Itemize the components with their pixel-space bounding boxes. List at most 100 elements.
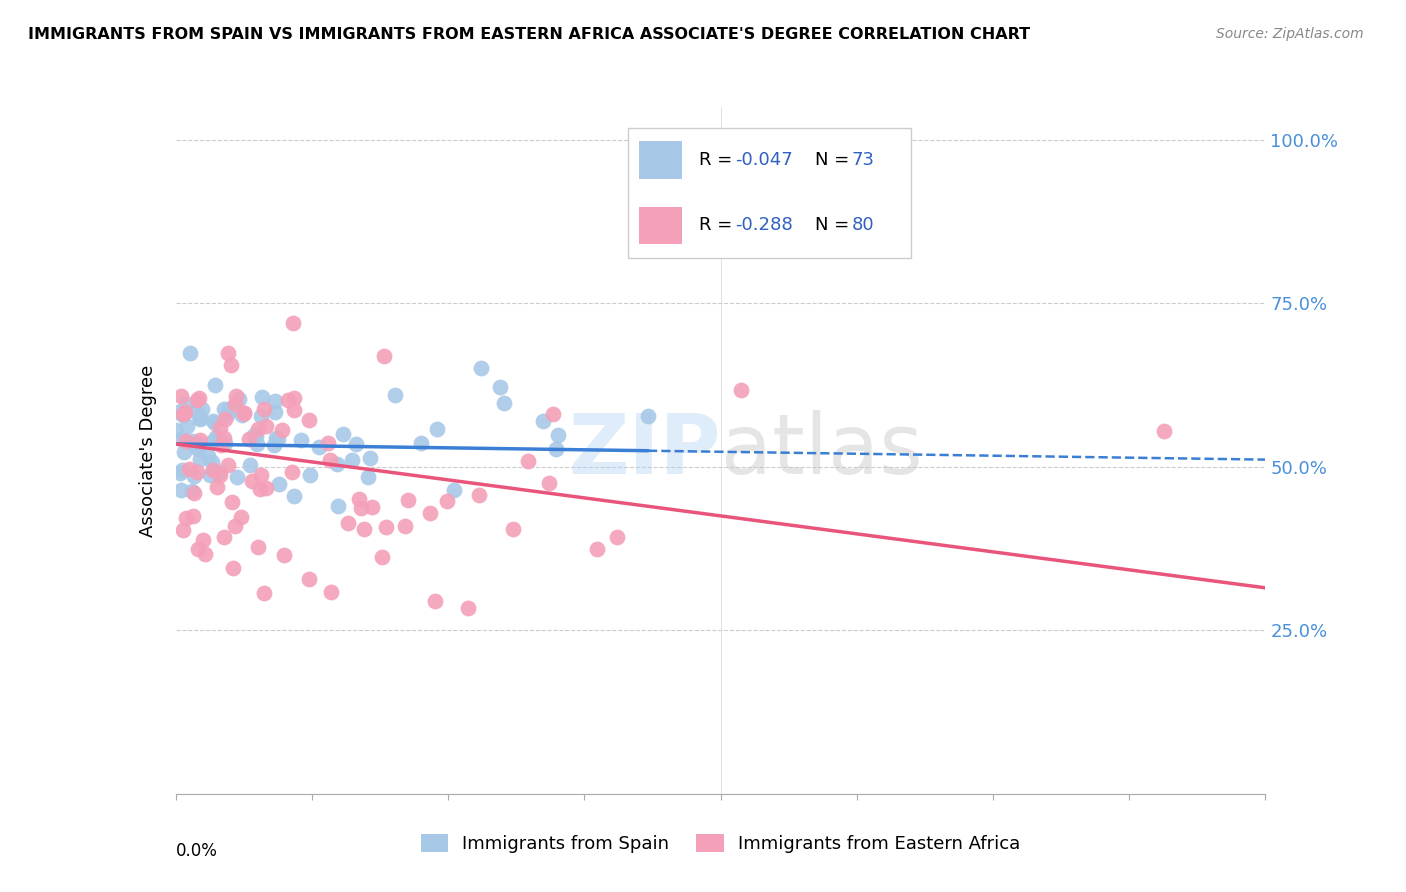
Point xyxy=(298,467,321,482)
Point xyxy=(173,405,195,419)
Text: -0.047: -0.047 xyxy=(735,151,793,169)
Point xyxy=(730,384,752,398)
Point xyxy=(264,405,287,419)
Point xyxy=(470,361,492,376)
Point xyxy=(173,445,195,459)
Point xyxy=(194,547,217,561)
Legend: Immigrants from Spain, Immigrants from Eastern Africa: Immigrants from Spain, Immigrants from E… xyxy=(413,827,1028,861)
Point xyxy=(202,434,225,449)
Point xyxy=(326,457,349,471)
Point xyxy=(457,601,479,615)
Point xyxy=(217,458,239,472)
Point xyxy=(187,442,209,456)
Point xyxy=(337,516,360,530)
Point xyxy=(229,510,252,524)
Point xyxy=(187,542,209,557)
Point xyxy=(637,409,659,423)
Point xyxy=(238,432,260,446)
Text: Source: ZipAtlas.com: Source: ZipAtlas.com xyxy=(1216,27,1364,41)
Point xyxy=(221,495,243,509)
Point xyxy=(264,393,287,408)
Point xyxy=(188,391,211,405)
Point xyxy=(273,548,295,562)
Point xyxy=(585,541,607,556)
Point xyxy=(176,419,198,434)
Point xyxy=(207,465,229,479)
Text: N =: N = xyxy=(815,151,855,169)
Point xyxy=(270,424,292,438)
Point xyxy=(488,380,510,394)
Point xyxy=(443,483,465,498)
Point xyxy=(214,412,236,426)
Point xyxy=(222,560,245,574)
Point xyxy=(233,406,256,420)
Point xyxy=(219,358,242,372)
Point xyxy=(172,523,194,537)
Text: -0.288: -0.288 xyxy=(735,216,793,235)
Point xyxy=(250,409,273,423)
Point xyxy=(172,408,194,422)
Point xyxy=(245,429,267,443)
Point xyxy=(200,468,222,483)
Point xyxy=(298,572,321,586)
Point xyxy=(267,477,290,491)
Point xyxy=(167,405,190,419)
Point xyxy=(319,452,342,467)
Point xyxy=(231,408,253,422)
Point xyxy=(264,431,287,445)
Point xyxy=(174,434,197,449)
Point xyxy=(370,549,392,564)
Point xyxy=(360,500,382,514)
Point xyxy=(183,438,205,452)
Point xyxy=(290,434,312,448)
Text: ZIP: ZIP xyxy=(568,410,721,491)
Point xyxy=(467,488,489,502)
Point xyxy=(228,392,250,406)
Point xyxy=(546,442,568,456)
Point xyxy=(186,393,208,408)
Text: atlas: atlas xyxy=(721,410,922,491)
Text: N =: N = xyxy=(815,216,855,235)
Point xyxy=(281,316,304,330)
Point xyxy=(197,449,219,463)
Point xyxy=(246,437,269,451)
Point xyxy=(277,393,299,408)
Point xyxy=(205,480,228,494)
Point xyxy=(208,467,231,482)
Point xyxy=(202,414,225,428)
Point xyxy=(250,468,273,483)
Point xyxy=(193,533,215,548)
Point xyxy=(209,420,232,434)
Point xyxy=(183,469,205,483)
Point xyxy=(183,485,205,500)
Point xyxy=(394,519,416,533)
Point xyxy=(204,417,226,431)
Point xyxy=(246,540,269,554)
Point xyxy=(188,412,211,426)
Point xyxy=(224,519,246,533)
Point xyxy=(350,500,373,515)
Point xyxy=(172,407,194,421)
Point xyxy=(170,432,193,446)
Point xyxy=(1153,424,1175,438)
Point xyxy=(396,493,419,508)
Text: R =: R = xyxy=(699,151,738,169)
Point xyxy=(332,427,354,442)
Point xyxy=(212,530,235,544)
Point xyxy=(212,402,235,417)
Point xyxy=(169,466,191,480)
Point xyxy=(181,484,204,499)
Point xyxy=(357,469,380,483)
Point xyxy=(188,452,211,467)
Point xyxy=(181,508,204,523)
Point xyxy=(186,465,208,479)
Point xyxy=(202,463,225,477)
Point xyxy=(204,378,226,392)
Point xyxy=(266,433,288,447)
Point xyxy=(502,522,524,536)
Point xyxy=(187,435,209,450)
Point xyxy=(436,494,458,508)
Text: 80: 80 xyxy=(852,216,875,235)
Point xyxy=(316,435,339,450)
Text: R =: R = xyxy=(699,216,738,235)
